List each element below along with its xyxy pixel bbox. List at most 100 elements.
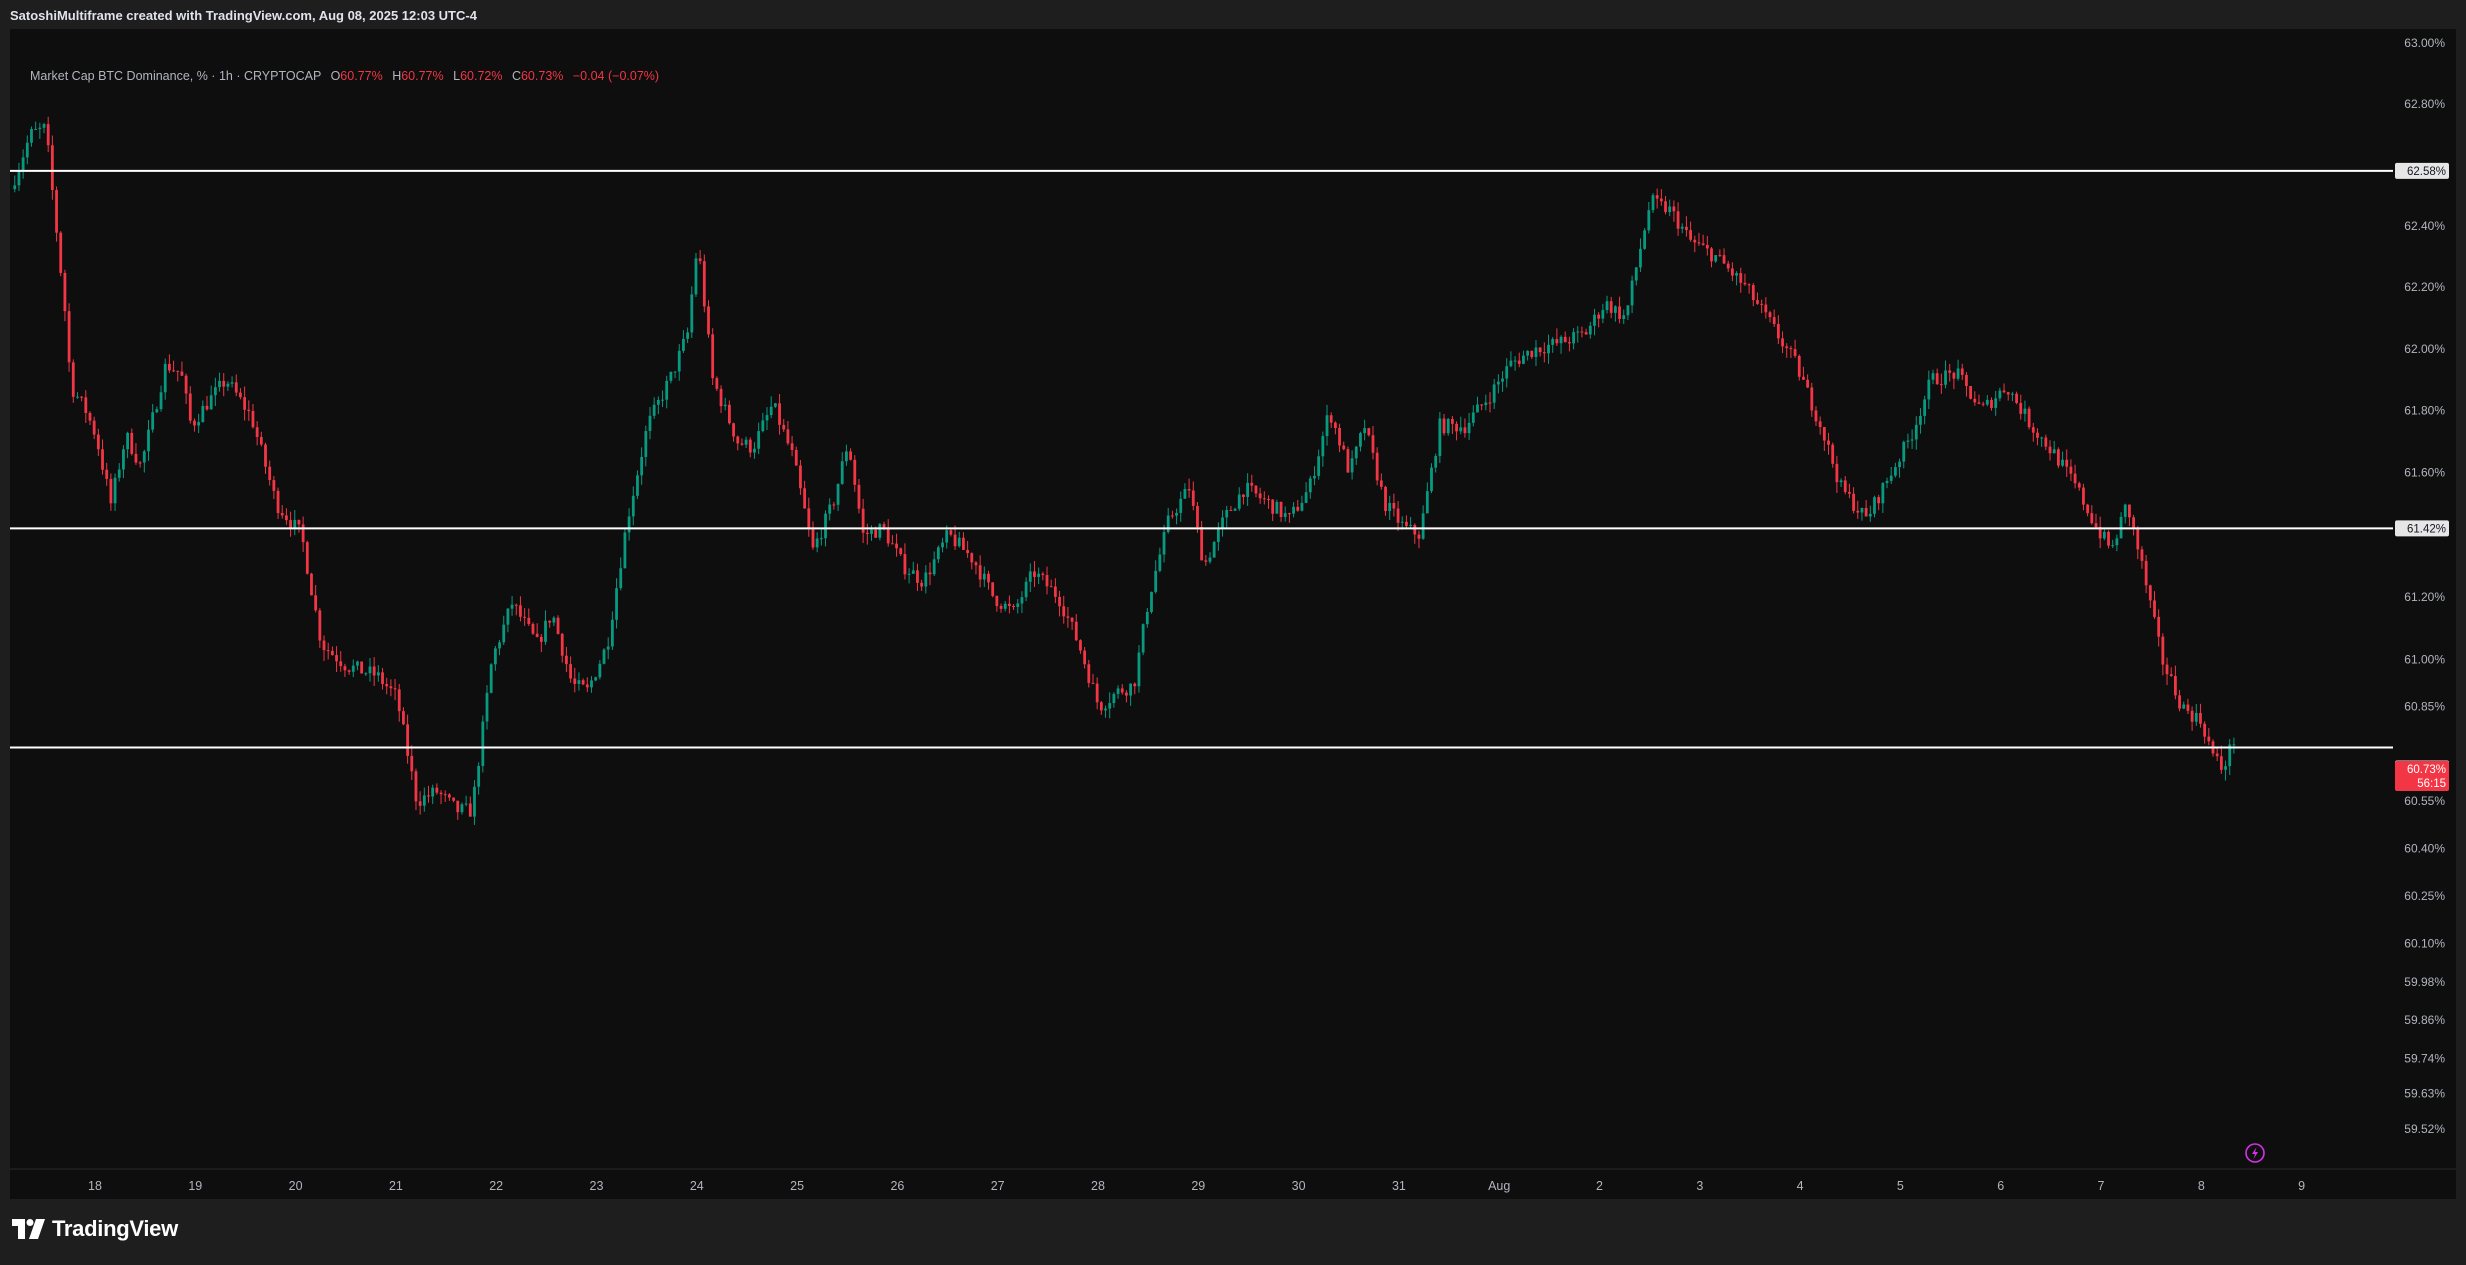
candle-body	[1860, 507, 1864, 513]
candle-body	[1584, 332, 1588, 335]
last-price-label: 60.73%	[2407, 764, 2446, 776]
candle-body	[452, 797, 455, 801]
candle-body	[431, 787, 435, 797]
candle-body	[105, 469, 109, 479]
candle-body	[514, 604, 518, 606]
candle-body	[1288, 513, 1291, 515]
candle-body	[1793, 349, 1797, 356]
candle-body	[661, 399, 664, 401]
candle-body	[330, 650, 334, 656]
candle-body	[1931, 373, 1935, 380]
candle-body	[794, 449, 798, 466]
candle-body	[46, 124, 50, 146]
candle-body	[886, 527, 890, 544]
candle-body	[1442, 418, 1446, 434]
candle-body	[30, 129, 33, 143]
candle-body	[1513, 360, 1517, 362]
candle-body	[1455, 423, 1458, 432]
open-value: 60.77%	[340, 69, 383, 83]
candle-body	[80, 396, 84, 398]
candle-body	[435, 787, 439, 793]
candle-body	[1053, 586, 1057, 597]
candle-body	[1960, 368, 1964, 375]
candle-body	[1237, 494, 1241, 509]
candle-body	[1267, 499, 1270, 501]
low-label: L	[453, 69, 461, 83]
brand-name: TradingView	[52, 1216, 178, 1241]
candle-body	[1275, 501, 1279, 514]
candle-body	[1609, 301, 1613, 313]
candle-body	[293, 519, 297, 528]
y-tick-label: 62.80%	[2404, 97, 2445, 111]
candle-body	[690, 294, 694, 333]
candle-body	[1258, 493, 1262, 499]
candle-body	[552, 617, 556, 623]
candle-body	[1927, 379, 1931, 400]
candlestick-chart[interactable]: 63.00% 62.80% 62.40% 62.20% 62.00% 61.80% 61.6…	[10, 29, 2456, 1199]
candle-body	[1233, 508, 1237, 511]
candle-body	[1112, 693, 1116, 704]
candle-body	[1045, 575, 1049, 587]
candle-body	[364, 673, 368, 675]
candle-body	[519, 605, 522, 617]
candle-body	[598, 663, 602, 678]
candle-body	[1392, 502, 1396, 509]
candle-body	[1133, 683, 1137, 687]
candle-body	[2082, 487, 2085, 505]
candle-body	[1919, 415, 1922, 425]
candle-body	[686, 332, 690, 339]
candle-body	[644, 431, 648, 457]
candle-body	[2019, 403, 2023, 414]
candle-body	[1104, 708, 1107, 711]
candle-body	[1074, 621, 1078, 641]
candle-body	[1434, 456, 1438, 468]
candle-body	[824, 513, 827, 539]
candle-body	[903, 554, 907, 575]
y-tick-label: 62.00%	[2404, 342, 2445, 356]
candle-body	[602, 649, 606, 664]
candle-body	[727, 404, 731, 424]
candle-body	[230, 382, 234, 384]
candle-body	[1990, 399, 1993, 408]
candle-body	[213, 387, 217, 396]
candle-body	[247, 409, 251, 411]
candle-body	[1254, 485, 1258, 494]
candle-body	[218, 380, 221, 388]
x-tick-label: 5	[1897, 1179, 1904, 1193]
candle-body	[1279, 501, 1283, 518]
candle-body	[151, 412, 155, 430]
candle-body	[2115, 538, 2119, 546]
candle-body	[397, 689, 401, 712]
candle-body	[2153, 600, 2156, 617]
candle-body	[1216, 528, 1220, 542]
candle-body	[1371, 435, 1375, 453]
candle-body	[1517, 360, 1521, 364]
candle-body	[1179, 498, 1183, 513]
chart-pane[interactable]: 63.00% 62.80% 62.40% 62.20% 62.00% 61.80% 61.6…	[10, 29, 2456, 1199]
replay-lightning-button[interactable]	[2245, 1143, 2265, 1163]
tradingview-brand[interactable]: TradingView	[12, 1216, 178, 1242]
symbol-legend[interactable]: Market Cap BTC Dominance, % · 1h · CRYPT…	[30, 69, 659, 83]
candle-body	[548, 620, 552, 623]
candle-body	[982, 573, 986, 580]
x-tick-label: 2	[1596, 1179, 1603, 1193]
candle-body	[1873, 497, 1876, 514]
x-tick-label: 3	[1696, 1179, 1703, 1193]
candle-body	[71, 362, 75, 397]
candle-body	[1722, 255, 1726, 264]
candle-body	[953, 534, 957, 547]
candle-body	[565, 655, 568, 665]
candle-body	[932, 559, 936, 575]
candle-body	[1496, 381, 1500, 385]
price-axis[interactable]	[2393, 29, 2456, 1169]
candle-body	[840, 461, 844, 484]
candle-body	[1221, 517, 1224, 529]
candle-body	[1154, 570, 1158, 592]
candle-body	[1538, 347, 1542, 353]
candle-body	[489, 664, 493, 693]
candle-body	[819, 538, 823, 540]
candle-body	[1651, 195, 1655, 211]
candle-body	[2056, 449, 2060, 466]
candle-body	[368, 666, 372, 674]
candle-body	[122, 449, 125, 470]
